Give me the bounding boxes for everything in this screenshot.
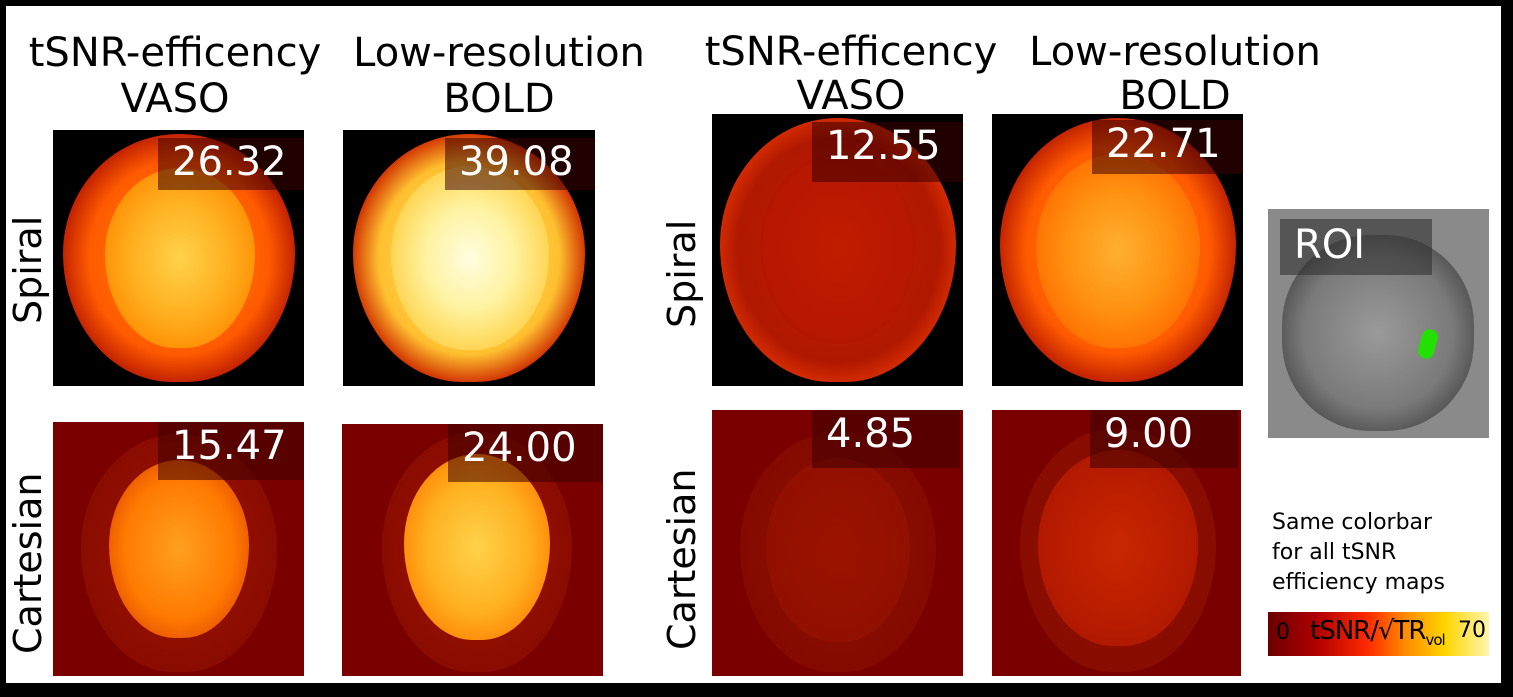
roi-label: ROI	[1280, 219, 1432, 275]
note-line: Same colorbar	[1272, 510, 1433, 535]
col-title-left-vaso: tSNR-efficency VASO	[14, 30, 336, 122]
col-title-line2: VASO	[120, 76, 230, 122]
value-badge: 15.47	[158, 422, 304, 480]
value-badge: 12.55	[812, 122, 963, 182]
roi-anatomy-image: ROI	[1268, 209, 1489, 438]
colorbar-label: tSNR/√TRvol	[1310, 616, 1446, 650]
col-title-line2: BOLD	[1119, 73, 1231, 119]
col-title-line1: tSNR-efficency	[704, 29, 998, 75]
row-label-right-cartesian: Cartesian	[660, 468, 704, 650]
brain-tissue	[404, 454, 550, 640]
colorbar-min: 0	[1276, 620, 1290, 645]
colorbar-note: Same colorbar for all tSNR efficiency ma…	[1272, 508, 1502, 598]
col-title-line2: VASO	[796, 73, 906, 119]
col-title-line1: Low-resolution	[353, 30, 645, 76]
col-title-line1: tSNR-efficency	[28, 30, 322, 76]
col-title-line2: BOLD	[443, 76, 555, 122]
map-right-spiral-vaso: 12.55	[712, 114, 963, 386]
col-title-right-bold: Low-resolution BOLD	[1014, 30, 1336, 118]
row-label-left-spiral: Spiral	[6, 215, 50, 324]
map-right-cartesian-vaso: 4.85	[712, 410, 963, 676]
value-badge: 26.32	[158, 138, 304, 190]
brain-tissue	[391, 166, 549, 350]
brain-tissue	[105, 168, 255, 348]
map-right-cartesian-bold: 9.00	[992, 410, 1241, 676]
colorbar-label-main: tSNR/√TR	[1310, 616, 1426, 646]
brain-tissue	[1036, 154, 1200, 348]
note-line: efficiency maps	[1272, 570, 1445, 595]
colorbar	[1268, 612, 1489, 656]
brain-tissue	[760, 154, 916, 344]
brain-tissue	[109, 460, 249, 638]
row-label-right-spiral: Spiral	[660, 219, 704, 328]
value-badge: 24.00	[448, 424, 603, 482]
col-title-line1: Low-resolution	[1029, 29, 1321, 75]
colorbar-max: 70	[1458, 618, 1486, 643]
map-left-spiral-vaso: 26.32	[53, 130, 304, 386]
brain-tissue	[766, 458, 910, 642]
value-badge: 39.08	[445, 138, 595, 190]
col-title-left-bold: Low-resolution BOLD	[340, 30, 658, 122]
brain-tissue	[1038, 450, 1198, 646]
map-left-spiral-bold: 39.08	[343, 130, 595, 386]
value-badge: 9.00	[1090, 410, 1238, 468]
value-badge: 4.85	[812, 410, 960, 468]
value-badge: 22.71	[1092, 120, 1243, 174]
map-left-cartesian-vaso: 15.47	[53, 422, 304, 676]
map-left-cartesian-bold: 24.00	[342, 424, 603, 676]
note-line: for all tSNR	[1272, 540, 1397, 565]
row-label-left-cartesian: Cartesian	[6, 472, 50, 654]
col-title-right-vaso: tSNR-efficency VASO	[690, 30, 1012, 118]
colorbar-label-sub: vol	[1425, 631, 1446, 650]
map-right-spiral-bold: 22.71	[992, 114, 1243, 386]
